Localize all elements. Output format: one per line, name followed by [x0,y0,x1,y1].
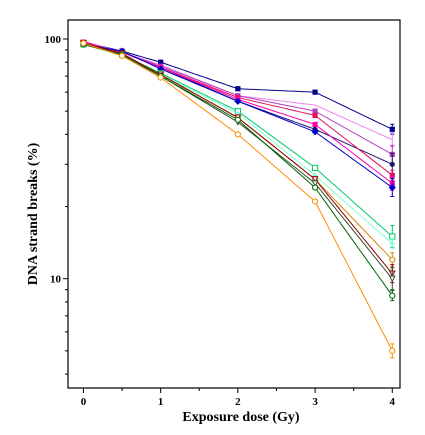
series-line [83,43,393,245]
series-line [83,43,393,296]
plot-markers [79,39,396,359]
series-line [83,43,393,261]
data-point [234,131,241,138]
data-point [118,52,126,60]
x-tick-label: 2 [235,396,241,408]
data-point [389,161,395,167]
data-point [311,128,319,136]
data-point [389,347,396,354]
data-point [234,97,242,105]
data-point [388,275,396,283]
x-tick-label: 4 [390,396,396,408]
x-tick-label: 3 [312,396,318,408]
plot-frame [67,19,401,389]
x-axis-label: Exposure dose (Gy) [182,410,300,425]
data-point [235,86,241,92]
data-point [158,59,164,65]
series-line [83,42,393,274]
data-point [389,126,395,132]
data-point [234,116,241,123]
data-point [389,172,395,178]
x-tick-label: 0 [81,396,87,408]
data-point [311,184,319,191]
data-point [311,176,319,183]
y-tick-label: 10 [50,274,62,286]
series-line [83,43,393,237]
data-point [312,112,318,118]
data-point [80,40,87,47]
data-point [388,183,396,192]
data-point [389,241,395,247]
data-point [311,180,319,188]
data-point [157,74,164,81]
error-bar [390,132,395,148]
data-point [311,164,319,171]
data-point [311,198,319,205]
series-line [83,43,393,280]
data-point [312,121,318,128]
data-point [389,292,396,299]
y-tick-label: 100 [45,34,62,46]
data-point [389,256,396,263]
x-tick-label: 1 [158,396,164,408]
data-point [312,108,318,114]
data-point [312,89,318,95]
y-axis-label: DNA strand breaks (%) [26,142,41,285]
axes: 0 1 2 3 4 10 100 [45,19,401,408]
